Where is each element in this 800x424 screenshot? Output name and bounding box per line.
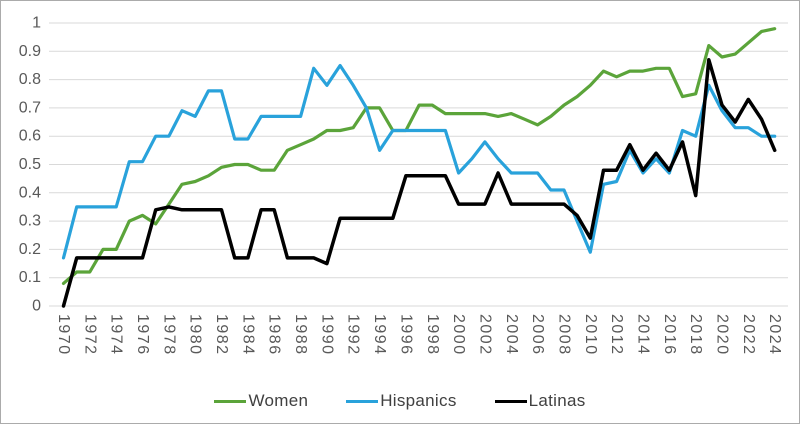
y-tick-label: 0.2 [19,241,41,258]
x-tick-label: 1992 [345,314,362,356]
legend-item-latinas[interactable]: Latinas [494,391,586,411]
x-tick-label: 2016 [661,314,678,356]
x-tick-label: 1996 [397,314,414,356]
x-tick-label: 2004 [503,314,520,356]
y-tick-label: 0.6 [19,128,41,145]
legend-label-hispanics: Hispanics [380,391,457,410]
x-tick-label: 1974 [108,314,125,356]
x-tick-label: 1970 [55,314,72,356]
y-tick-label: 0.4 [19,184,41,201]
y-tick-label: 0.7 [19,99,41,116]
women-line-swatch-icon [214,399,247,403]
x-tick-label: 1980 [187,314,204,356]
x-tick-label: 2012 [608,314,625,356]
chart-legend: Women Hispanics Latinas [1,391,799,411]
y-tick-label: 0.8 [19,71,41,88]
x-tick-label: 2006 [529,314,546,356]
x-tick-label: 1998 [424,314,441,356]
legend-item-hispanics[interactable]: Hispanics [346,391,456,411]
latinas-line [61,58,777,308]
x-tick-label: 1994 [371,314,388,356]
x-tick-label: 2018 [687,314,704,356]
legend-label-latinas: Latinas [528,391,586,410]
y-tick-label: 0.3 [19,213,41,230]
x-tick-label: 2002 [476,314,493,356]
hispanics-line-swatch-icon [346,399,379,403]
x-tick-label: 2022 [740,314,757,356]
x-tick-label: 1972 [81,314,98,356]
legend-label-women: Women [248,391,309,410]
x-tick-label: 1978 [160,314,177,356]
x-tick-label: 1990 [318,314,335,356]
y-tick-label: 0 [32,298,41,315]
x-tick-label: 2000 [450,314,467,356]
x-tick-label: 2020 [714,314,731,356]
x-tick-label: 2014 [634,314,651,356]
x-tick-label: 2010 [582,314,599,356]
women-line [61,27,777,285]
x-tick-label: 1984 [239,314,256,356]
x-tick-label: 1988 [292,314,309,356]
x-tick-label: 1986 [266,314,283,356]
x-tick-label: 2024 [766,314,783,356]
y-tick-label: 0.5 [19,156,41,173]
y-tick-label: 0.1 [19,269,41,286]
x-tick-label: 1976 [134,314,151,356]
hispanics-line [61,63,777,260]
y-tick-label: 0.9 [19,43,41,60]
legend-item-women[interactable]: Women [214,391,308,411]
y-tick-label: 1 [32,15,41,32]
x-tick-label: 1982 [213,314,230,356]
latinas-line-swatch-icon [494,399,527,403]
x-tick-label: 2008 [555,314,572,356]
